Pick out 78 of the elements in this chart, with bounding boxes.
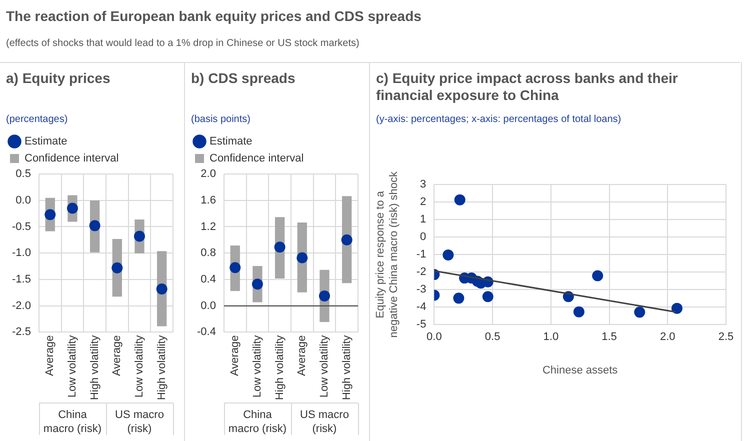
y-tick-label: -3 — [416, 284, 426, 296]
x-tick-label: 0.5 — [484, 331, 500, 344]
text: China macro (risk) — [43, 409, 102, 436]
x-tick-label: Low volatility — [318, 334, 331, 398]
y-tick-label: -4 — [416, 301, 426, 314]
y-tick-label: -2.5 — [12, 326, 31, 338]
x-tick-label: Average — [44, 335, 56, 376]
point — [592, 270, 604, 282]
y-tick-label: -0.4 — [196, 326, 216, 338]
y-tick-label: -5 — [416, 318, 426, 331]
x-tick-label: Average — [296, 335, 308, 376]
x-tick-label: High volatility — [88, 334, 101, 400]
chart-subtitle: (percentages) — [6, 114, 68, 125]
point — [112, 262, 123, 274]
y-tick-label: 2.0 — [200, 168, 216, 180]
legend-label: Confidence interval — [210, 152, 304, 165]
point — [274, 242, 286, 253]
chart-subtitle: (y-axis: percentages; x-axis: percentages of total loans) — [376, 114, 622, 125]
point — [341, 234, 352, 246]
y-tick-label: -2.0 — [12, 300, 31, 312]
x-axis-title: Chinese assets — [542, 364, 618, 376]
chart-title: a) Equity prices — [6, 70, 112, 87]
x-tick-label: Low volatility — [251, 334, 264, 398]
point — [318, 290, 330, 302]
text: US macro (risk) — [115, 409, 164, 436]
y-tick-label: -1.5 — [12, 273, 31, 286]
y-tick-label: 0.5 — [16, 168, 31, 180]
y-tick-label: -1.0 — [12, 247, 31, 260]
point — [134, 230, 145, 242]
x-tick-label: 2.5 — [718, 331, 734, 344]
x-tick-label: 1.5 — [602, 331, 617, 344]
y-tick-label: -2 — [416, 266, 426, 278]
x-tick-label: Low volatility — [66, 334, 78, 398]
y-tick-label: 0.8 — [200, 247, 216, 260]
y-tick-label: 0.0 — [200, 300, 216, 312]
text: (effects of shocks that would lead to a 1% drop in Chinese or US stock markets) — [6, 38, 360, 49]
y-tick-label: 2 — [420, 196, 426, 208]
point — [252, 278, 263, 290]
point — [44, 209, 56, 220]
y-tick-label: -1 — [416, 248, 426, 261]
point — [454, 194, 466, 206]
x-tick-label: Average — [111, 335, 124, 376]
point — [482, 291, 494, 302]
point — [66, 202, 78, 214]
point — [230, 262, 241, 274]
y-axis-title: Equity price response to a negative China macro (risk) shock — [374, 170, 400, 338]
y-tick-label: 0.4 — [200, 273, 216, 286]
x-tick-label: 2.0 — [660, 331, 676, 344]
y-tick-label: 0 — [420, 231, 426, 244]
text: The reaction of European bank equity prices and CDS spreads — [6, 8, 422, 24]
x-tick-label: High volatility — [340, 334, 353, 400]
y-tick-label: 1.6 — [200, 194, 216, 206]
point — [442, 249, 454, 260]
chart-title: c) Equity price impact across banks and their financial exposure to China — [376, 70, 679, 104]
point — [89, 220, 100, 232]
point — [671, 302, 682, 314]
point — [573, 306, 584, 318]
legend-label: Estimate — [210, 136, 252, 148]
y-tick-label: -0.5 — [12, 220, 31, 233]
x-tick-label: Average — [229, 335, 242, 376]
legend-label: Estimate — [24, 136, 68, 148]
point — [634, 306, 646, 318]
chart-subtitle: (basis points) — [191, 114, 250, 125]
text: US macro (risk) — [300, 409, 349, 436]
x-tick-label: Low volatility — [134, 334, 146, 398]
x-tick-label: High volatility — [274, 334, 286, 400]
point — [156, 283, 168, 294]
text: China macro (risk) — [228, 409, 286, 436]
y-tick-label: 3 — [420, 178, 426, 191]
point — [296, 252, 308, 264]
y-tick-label: 0.0 — [16, 194, 31, 206]
legend-label: Confidence interval — [24, 152, 119, 165]
x-tick-label: 1.0 — [543, 331, 559, 344]
y-tick-label: 1 — [420, 214, 426, 226]
chart-title: b) CDS spreads — [191, 70, 296, 87]
y-tick-label: 1.2 — [200, 220, 216, 233]
point — [453, 292, 464, 304]
x-tick-label: High volatility — [156, 334, 168, 400]
